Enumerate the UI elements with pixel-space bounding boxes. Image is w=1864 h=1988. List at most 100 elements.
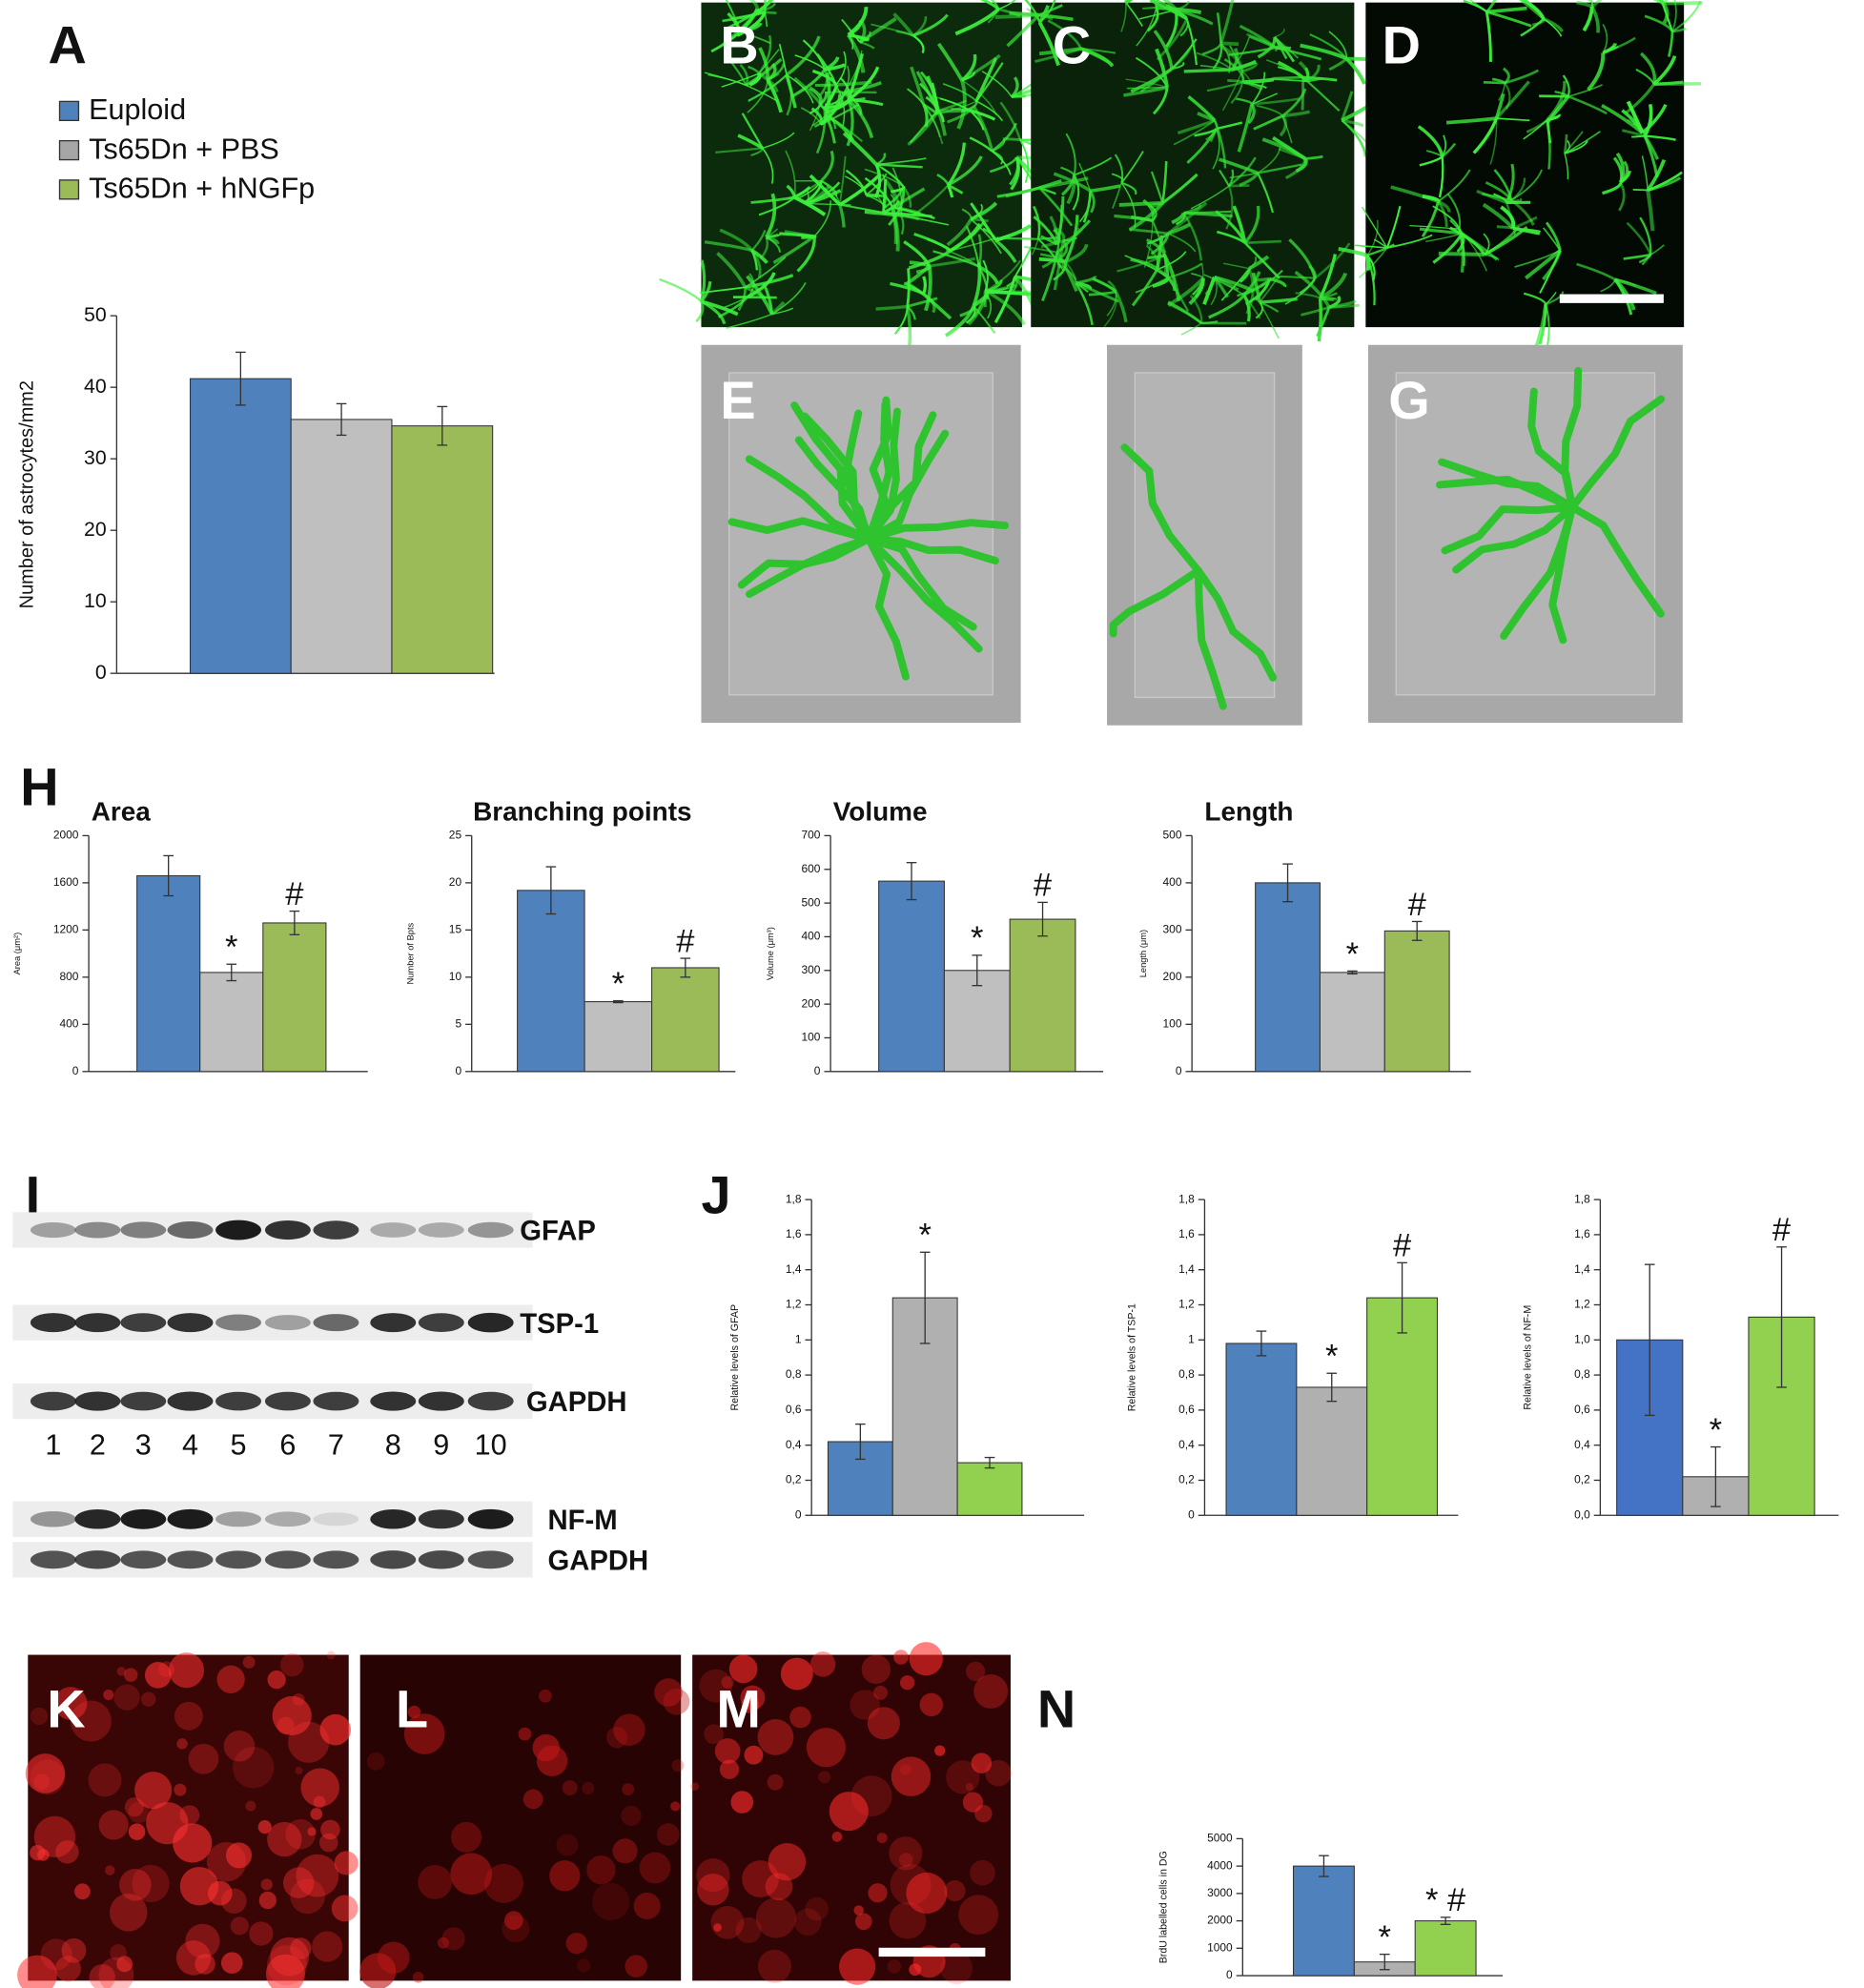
- process: [1120, 151, 1144, 184]
- y-tick-label: 20: [449, 875, 462, 889]
- process: [746, 84, 779, 103]
- process: [942, 83, 977, 102]
- y-tick-label: 800: [60, 970, 79, 983]
- process: [1671, 27, 1687, 33]
- cell: [280, 1652, 304, 1677]
- process: [1632, 188, 1649, 192]
- process: [936, 108, 974, 113]
- blot-band: [313, 1220, 359, 1240]
- process: [1177, 118, 1216, 135]
- reconstruction: [1107, 344, 1302, 726]
- bar: [651, 967, 720, 1073]
- process: [736, 11, 767, 37]
- cell: [806, 1728, 846, 1768]
- cell: [639, 1852, 671, 1884]
- process: [1614, 278, 1637, 287]
- error-bar: [1282, 863, 1293, 903]
- micrograph-background: [1365, 2, 1685, 328]
- process: [1484, 254, 1500, 261]
- cell: [310, 1808, 323, 1820]
- cell: [116, 1956, 133, 1973]
- cell: [909, 1642, 943, 1676]
- process: [750, 249, 768, 264]
- branch: [1568, 502, 1665, 618]
- panel-label: H: [20, 757, 58, 817]
- cell: [576, 1958, 591, 1973]
- cell: [258, 1891, 277, 1910]
- process: [1182, 212, 1202, 261]
- process: [848, 19, 862, 36]
- process: [970, 218, 1002, 255]
- process: [946, 218, 973, 247]
- process: [700, 286, 746, 294]
- process: [1243, 205, 1260, 244]
- process: [1482, 193, 1512, 202]
- process: [1259, 301, 1280, 313]
- process: [1228, 156, 1257, 187]
- y-tick-label: 20: [84, 518, 107, 541]
- process: [1446, 193, 1462, 230]
- cell: [854, 1913, 872, 1931]
- cell: [288, 1721, 330, 1763]
- process: [1386, 234, 1433, 249]
- cell: [282, 1867, 315, 1898]
- bar: [1292, 1865, 1355, 1977]
- cell: [55, 1840, 79, 1864]
- process: [1125, 78, 1168, 89]
- process: [1005, 236, 1038, 240]
- cell: [582, 1781, 595, 1794]
- cell: [220, 1952, 243, 1975]
- process: [750, 195, 795, 204]
- y-tick-label: 1: [795, 1332, 802, 1345]
- process: [961, 53, 1001, 82]
- y-tick-label: 0,2: [1574, 1473, 1590, 1486]
- cell: [128, 1823, 146, 1840]
- cell: [891, 1756, 932, 1796]
- cell: [30, 1759, 66, 1795]
- branch: [865, 535, 977, 631]
- process: [757, 34, 772, 74]
- process: [1118, 200, 1163, 207]
- process: [1520, 17, 1545, 37]
- process: [1203, 274, 1245, 297]
- y-tick-label: 10: [84, 589, 107, 612]
- branch: [865, 396, 892, 543]
- process: [1219, 0, 1235, 44]
- cell: [30, 1707, 49, 1726]
- y-tick-label: 0,2: [1178, 1473, 1195, 1486]
- blot-band: [370, 1391, 417, 1411]
- process: [1302, 75, 1338, 82]
- cell: [225, 1842, 253, 1869]
- process: [1153, 0, 1157, 9]
- process: [1618, 181, 1626, 212]
- cell: [144, 1662, 172, 1689]
- blot-band: [120, 1508, 167, 1529]
- chart-title: Area: [92, 796, 152, 826]
- bar: [199, 972, 264, 1073]
- cell: [565, 1932, 587, 1955]
- process: [1602, 36, 1636, 54]
- cell: [889, 1836, 923, 1871]
- process: [1587, 52, 1606, 92]
- process: [1644, 134, 1676, 141]
- cell: [174, 1701, 203, 1731]
- cell: [242, 1656, 256, 1669]
- bar: [956, 1462, 1023, 1516]
- process: [1459, 228, 1487, 272]
- process: [1366, 219, 1379, 256]
- process: [970, 203, 983, 220]
- bar: [391, 425, 494, 674]
- cell: [260, 1878, 273, 1891]
- y-tick-label: 100: [1163, 1016, 1182, 1030]
- blot-band: [467, 1221, 514, 1239]
- process: [1243, 77, 1275, 85]
- cell: [890, 1864, 932, 1906]
- process: [1131, 268, 1158, 307]
- significance-mark: * #: [1425, 1882, 1466, 1918]
- cell: [906, 1872, 948, 1915]
- process: [1047, 19, 1083, 50]
- y-tick-label: 1600: [53, 875, 79, 889]
- cell: [451, 1821, 482, 1853]
- process: [1135, 277, 1169, 294]
- process: [1546, 95, 1570, 125]
